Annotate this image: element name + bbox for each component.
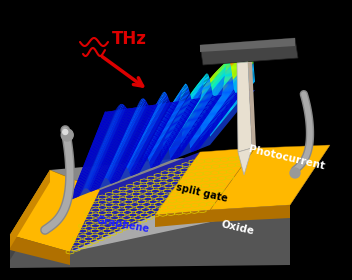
- Circle shape: [290, 168, 300, 178]
- Polygon shape: [10, 170, 50, 248]
- Polygon shape: [10, 205, 290, 268]
- Text: Oxide: Oxide: [220, 219, 255, 237]
- Polygon shape: [155, 148, 255, 215]
- Text: split gate: split gate: [175, 182, 228, 204]
- Text: Graphene: Graphene: [95, 215, 150, 235]
- Polygon shape: [237, 62, 252, 152]
- Text: THz: THz: [112, 30, 147, 48]
- Polygon shape: [155, 210, 210, 227]
- Polygon shape: [210, 145, 330, 210]
- Text: Photocurrent: Photocurrent: [248, 144, 326, 172]
- Polygon shape: [70, 145, 330, 252]
- Polygon shape: [238, 148, 252, 175]
- Polygon shape: [10, 170, 50, 260]
- Polygon shape: [200, 38, 295, 52]
- Polygon shape: [10, 145, 330, 235]
- Polygon shape: [70, 90, 255, 200]
- Circle shape: [63, 129, 68, 134]
- Polygon shape: [10, 170, 100, 252]
- Circle shape: [61, 129, 73, 141]
- Polygon shape: [210, 205, 290, 222]
- Polygon shape: [10, 235, 70, 265]
- Polygon shape: [248, 62, 256, 148]
- Polygon shape: [70, 152, 200, 252]
- Polygon shape: [200, 38, 298, 65]
